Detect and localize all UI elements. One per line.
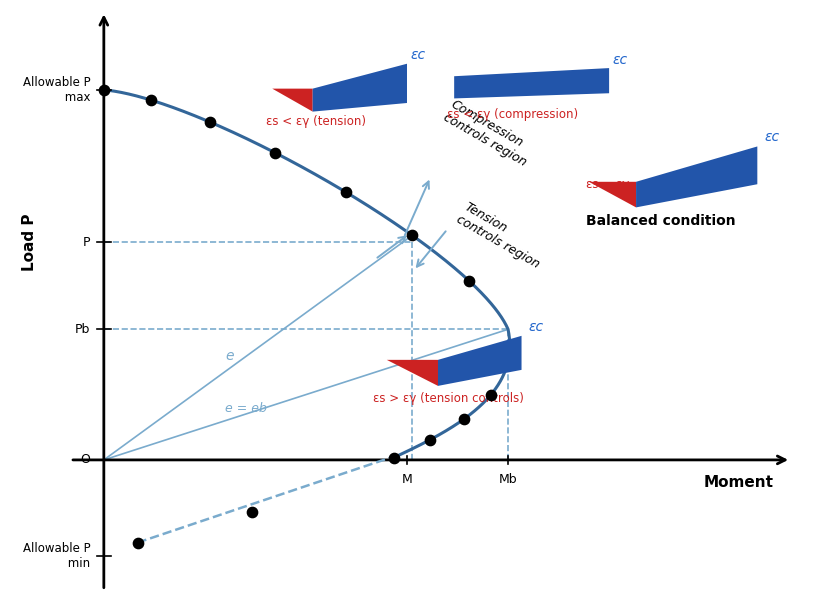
Polygon shape xyxy=(589,182,636,208)
Polygon shape xyxy=(636,146,757,208)
Text: Tension
controls region: Tension controls region xyxy=(454,200,549,272)
Point xyxy=(423,435,436,445)
Text: Allowable P
 max: Allowable P max xyxy=(23,76,90,104)
Text: Moment: Moment xyxy=(703,475,773,490)
Text: Compression
controls region: Compression controls region xyxy=(440,98,536,169)
Text: εs > εγ (tension controls): εs > εγ (tension controls) xyxy=(374,393,524,405)
Point xyxy=(405,231,418,240)
Point xyxy=(131,538,144,547)
Polygon shape xyxy=(387,360,438,386)
Text: εs = εγ: εs = εγ xyxy=(585,178,629,191)
Point xyxy=(339,188,352,197)
Text: M: M xyxy=(401,473,413,486)
Point xyxy=(204,117,217,127)
Text: e = eb: e = eb xyxy=(225,402,267,415)
Polygon shape xyxy=(272,88,313,111)
Text: O: O xyxy=(81,453,90,467)
Point xyxy=(484,389,497,399)
Point xyxy=(269,148,282,158)
Polygon shape xyxy=(313,64,407,111)
Text: Load P: Load P xyxy=(22,214,37,271)
Text: εc: εc xyxy=(528,320,544,335)
Point xyxy=(246,507,259,517)
Point xyxy=(387,453,400,462)
Text: εc: εc xyxy=(410,48,426,61)
Text: Allowable P
 min: Allowable P min xyxy=(23,542,90,569)
Point xyxy=(463,276,476,286)
Polygon shape xyxy=(454,68,609,98)
Text: Balanced condition: Balanced condition xyxy=(585,214,735,228)
Text: εs < εγ (compression): εs < εγ (compression) xyxy=(448,108,579,121)
Polygon shape xyxy=(438,336,522,386)
Point xyxy=(457,414,470,424)
Text: e: e xyxy=(225,349,234,363)
Text: Pb: Pb xyxy=(75,323,90,336)
Text: εc: εc xyxy=(612,53,628,67)
Point xyxy=(144,95,157,105)
Text: εc: εc xyxy=(764,130,779,144)
Text: Mb: Mb xyxy=(499,473,518,486)
Point xyxy=(98,85,111,95)
Point xyxy=(501,360,514,370)
Text: εs < εγ (tension): εs < εγ (tension) xyxy=(265,114,365,128)
Text: P: P xyxy=(83,236,90,249)
